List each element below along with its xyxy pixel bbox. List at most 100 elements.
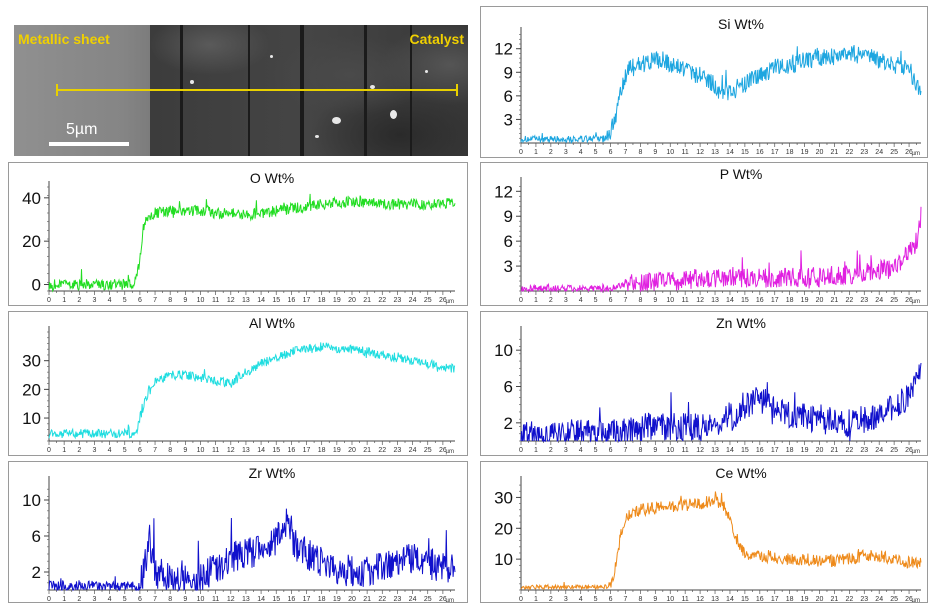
x-tick-label: 10 — [197, 596, 205, 602]
x-tick-label: 2 — [549, 297, 553, 304]
y-tick-label: 9 — [504, 63, 513, 82]
x-tick-label: 15 — [741, 596, 749, 602]
x-tick-label: 0 — [47, 596, 51, 602]
x-tick-label: 17 — [771, 149, 779, 156]
x-tick-label: 13 — [711, 297, 719, 304]
al-series-line — [48, 342, 456, 440]
x-tick-label: 7 — [153, 596, 157, 602]
si-chart-title: Si Wt% — [718, 16, 764, 32]
x-tick-label: 1 — [534, 297, 538, 304]
x-tick-label: 23 — [394, 596, 402, 602]
x-tick-label: 5 — [594, 297, 598, 304]
x-tick-label: 2 — [77, 596, 81, 602]
x-tick-label: 7 — [624, 596, 628, 602]
x-tick-label: 12 — [227, 297, 235, 304]
y-tick-label: 40 — [22, 189, 41, 208]
x-tick-label: 17 — [303, 297, 311, 304]
y-tick-label: 10 — [22, 409, 41, 428]
y-tick-label: 2 — [504, 414, 513, 433]
x-tick-label: 16 — [756, 596, 764, 602]
x-tick-label: 6 — [138, 447, 142, 454]
x-tick-label: 0 — [519, 149, 523, 156]
x-tick-label: 25 — [424, 596, 432, 602]
x-tick-label: 23 — [860, 297, 868, 304]
x-tick-label: 10 — [666, 149, 674, 156]
x-tick-label: 2 — [77, 447, 81, 454]
x-tick-label: 11 — [682, 149, 689, 156]
x-tick-label: 5 — [123, 596, 127, 602]
y-tick-label: 30 — [22, 352, 41, 371]
x-tick-label: 18 — [786, 596, 794, 602]
x-tick-label: 4 — [579, 447, 583, 454]
x-unit-label: µm — [912, 598, 920, 602]
p-series-line — [521, 206, 922, 293]
y-tick-label: 10 — [22, 491, 41, 510]
y-tick-label: 10 — [494, 550, 513, 569]
x-tick-label: 24 — [875, 297, 883, 304]
x-tick-label: 20 — [348, 596, 356, 602]
x-tick-label: 1 — [62, 447, 66, 454]
x-tick-label: 4 — [108, 596, 112, 602]
y-tick-label: 10 — [494, 341, 513, 360]
x-tick-label: 1 — [62, 596, 66, 602]
x-tick-label: 22 — [378, 297, 386, 304]
y-tick-label: 9 — [504, 207, 513, 226]
y-tick-label: 0 — [32, 276, 41, 295]
x-tick-label: 5 — [123, 297, 127, 304]
x-tick-label: 0 — [519, 297, 523, 304]
x-tick-label: 24 — [875, 149, 883, 156]
x-tick-label: 9 — [183, 596, 187, 602]
x-tick-label: 16 — [287, 447, 295, 454]
x-tick-label: 8 — [638, 596, 642, 602]
x-tick-label: 1 — [534, 596, 538, 602]
x-tick-label: 6 — [609, 297, 613, 304]
o-series-line — [48, 193, 456, 293]
x-tick-label: 4 — [579, 149, 583, 156]
o-chart-panel: 0 20 40 0 1 2 3 4 5 6 7 8 9 10 11 12 13 14 15 16 17 18 19 20 21 2… — [8, 162, 468, 306]
x-tick-label: 21 — [831, 596, 839, 602]
x-tick-label: 19 — [801, 596, 809, 602]
x-tick-label: 8 — [168, 297, 172, 304]
y-tick-label: 2 — [32, 563, 41, 582]
x-tick-label: 14 — [257, 447, 265, 454]
catalyst-label: Catalyst — [409, 31, 464, 47]
x-tick-label: 13 — [711, 447, 719, 454]
x-unit-label: µm — [446, 299, 454, 305]
zn-series-line — [520, 362, 922, 443]
x-tick-label: 7 — [153, 297, 157, 304]
x-tick-label: 4 — [579, 596, 583, 602]
y-tick-label: 30 — [494, 488, 513, 507]
x-tick-label: 18 — [786, 149, 794, 156]
x-tick-label: 17 — [303, 447, 311, 454]
x-tick-label: 10 — [666, 596, 674, 602]
x-tick-label: 26 — [905, 447, 913, 454]
x-tick-label: 19 — [801, 149, 809, 156]
zn-chart-panel: 2 6 10 0 1 2 3 4 5 6 7 8 9 10 11 12 13 14 15 16 17 18 19 20 21 22… — [480, 311, 928, 456]
x-tick-label: 21 — [363, 447, 371, 454]
x-tick-label: 22 — [845, 149, 853, 156]
x-tick-label: 12 — [227, 596, 235, 602]
x-tick-label: 22 — [845, 447, 853, 454]
x-tick-label: 26 — [905, 149, 913, 156]
x-tick-label: 3 — [564, 297, 568, 304]
x-tick-label: 14 — [257, 596, 265, 602]
y-tick-label: 20 — [22, 232, 41, 251]
x-tick-label: 20 — [816, 596, 824, 602]
x-tick-label: 25 — [424, 447, 432, 454]
x-tick-label: 25 — [890, 447, 898, 454]
x-tick-label: 16 — [756, 297, 764, 304]
sem-micrograph: Metallic sheet Catalyst 5µm — [14, 25, 468, 156]
y-tick-label: 6 — [32, 527, 41, 546]
x-tick-label: 2 — [549, 149, 553, 156]
x-tick-label: 6 — [138, 596, 142, 602]
linescan-line — [56, 89, 458, 91]
x-tick-label: 23 — [394, 447, 402, 454]
x-tick-label: 13 — [242, 297, 250, 304]
y-tick-label: 6 — [504, 232, 513, 251]
x-tick-label: 7 — [624, 447, 628, 454]
x-tick-label: 15 — [741, 447, 749, 454]
x-tick-label: 14 — [726, 149, 734, 156]
x-unit-label: µm — [446, 449, 454, 455]
